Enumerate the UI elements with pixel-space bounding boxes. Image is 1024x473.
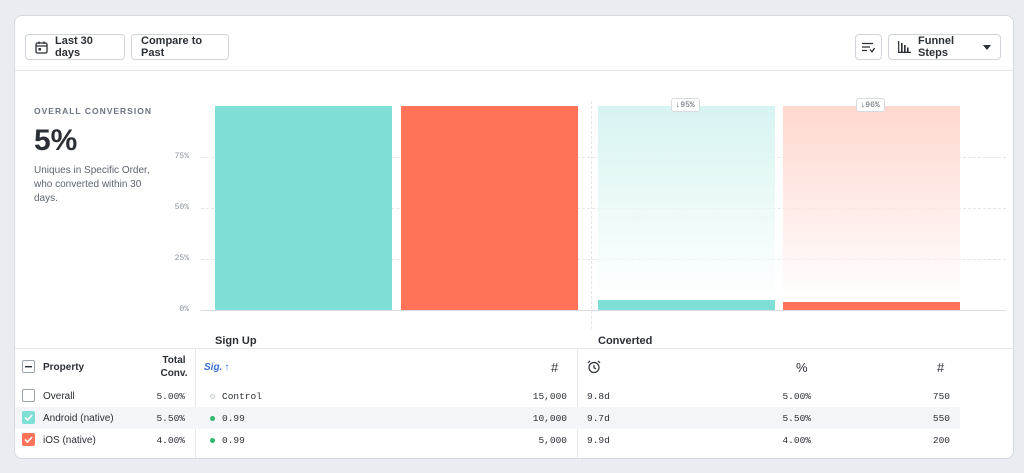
significance-value: Control [210, 385, 300, 407]
total-conversion: 5.00% [156, 390, 185, 402]
step-count: 15,000 [532, 390, 567, 402]
table-row[interactable]: iOS (native) 4.00% 0.99 5,000 9.9d 4.00% 200 [15, 429, 960, 451]
dropoff-ghost-bar [598, 106, 775, 300]
table-row[interactable]: Overall 5.00% Control 15,000 9.8d 5.00% 750 [15, 385, 960, 407]
check-icon [24, 414, 33, 421]
significance-value: 0.99 [210, 429, 300, 451]
y-tick-label: 25% [174, 254, 189, 263]
total-conversion: 5.50% [156, 412, 185, 424]
compare-to-past-button[interactable]: Compare to Past [131, 34, 229, 60]
dropoff-badge: ↓95% [670, 98, 700, 112]
date-range-button[interactable]: Last 30 days [25, 34, 125, 60]
funnel-steps-label: Funnel Steps [918, 35, 955, 59]
step-divider [591, 101, 592, 329]
property-name: Overall [43, 390, 75, 402]
conversion-percent: 4.00% [782, 434, 811, 446]
significance-value: 0.99 [210, 407, 300, 429]
chevron-down-icon [983, 44, 991, 50]
header-count[interactable]: # [551, 359, 559, 375]
column-divider [577, 349, 578, 458]
y-tick-label: 0% [179, 305, 189, 314]
header-total-line2: Conv. [160, 368, 188, 379]
total-conversion: 4.00% [156, 434, 185, 446]
date-range-label: Last 30 days [55, 35, 93, 59]
column-divider [195, 349, 196, 458]
converted-count: 750 [932, 390, 950, 402]
time-to-convert: 9.9d [587, 434, 610, 446]
toolbar: Last 30 days Compare to Past Funnel Step… [15, 16, 1013, 71]
calendar-icon [35, 41, 48, 54]
y-tick-label: 50% [174, 203, 189, 212]
chart-baseline [201, 310, 1006, 311]
funnel-steps-dropdown[interactable]: Funnel Steps [888, 34, 1001, 60]
control-dot-icon [210, 393, 215, 399]
check-icon [24, 436, 33, 443]
row-checkbox[interactable] [22, 433, 35, 446]
funnel-bar[interactable] [783, 301, 960, 310]
row-checkbox[interactable] [22, 411, 35, 424]
funnel-bar[interactable] [598, 299, 775, 310]
significance-dot-icon [210, 415, 215, 421]
summary-description: Uniques in Specific Order, who converted… [34, 165, 150, 204]
time-to-convert: 9.8d [587, 390, 610, 402]
property-name: iOS (native) [43, 434, 96, 446]
conversion-percent: 5.50% [782, 412, 811, 424]
sort-ascending-icon: ↑ [224, 361, 230, 373]
sort-options-button[interactable] [855, 34, 882, 60]
header-total-line1: Total [162, 355, 186, 366]
converted-count: 200 [932, 434, 950, 446]
row-checkbox[interactable] [22, 389, 35, 402]
header-count-2[interactable]: # [937, 359, 945, 375]
step-count: 10,000 [532, 412, 567, 424]
header-percent[interactable]: % [796, 359, 808, 375]
sort-icon [862, 42, 875, 53]
header-significance[interactable]: Sig. ↑ [204, 349, 229, 385]
select-all-checkbox[interactable] [22, 360, 35, 373]
conversion-percent: 5.00% [782, 390, 811, 402]
step-label-converted: Converted [598, 335, 653, 347]
header-property[interactable]: Property [43, 361, 85, 373]
funnel-chart: 75% 50% 25% 0% Sign Up Converted ↓95% ↓96… [15, 71, 1013, 361]
breakdown-table: Property Total Conv. Sig. ↑ # % # Overal… [15, 348, 1013, 458]
y-tick-label: 75% [174, 152, 189, 161]
summary-eyebrow: OVERALL CONVERSION [34, 106, 152, 116]
funnel-card: Last 30 days Compare to Past Funnel Step… [14, 15, 1014, 459]
header-total-conversion[interactable]: Total Conv. [152, 349, 196, 385]
funnel-bar[interactable] [215, 106, 392, 310]
converted-count: 550 [932, 412, 950, 424]
alarm-clock-icon[interactable] [587, 349, 601, 385]
significance-dot-icon [210, 437, 215, 443]
table-row[interactable]: Android (native) 5.50% 0.99 10,000 9.7d 5.50%… [15, 407, 960, 429]
dropoff-badge: ↓96% [855, 98, 885, 112]
header-sig-label: Sig. [204, 361, 223, 373]
step-label-sign-up: Sign Up [215, 335, 257, 347]
time-to-convert: 9.7d [587, 412, 610, 424]
step-count: 5,000 [538, 434, 567, 446]
bar-chart-icon [898, 41, 911, 53]
dropoff-ghost-bar [783, 106, 960, 302]
funnel-bar[interactable] [401, 106, 578, 310]
property-name: Android (native) [43, 412, 114, 424]
overall-conversion-summary: OVERALL CONVERSION 5% Uniques in Specifi… [34, 106, 164, 206]
overall-conversion-value: 5% [34, 124, 78, 157]
